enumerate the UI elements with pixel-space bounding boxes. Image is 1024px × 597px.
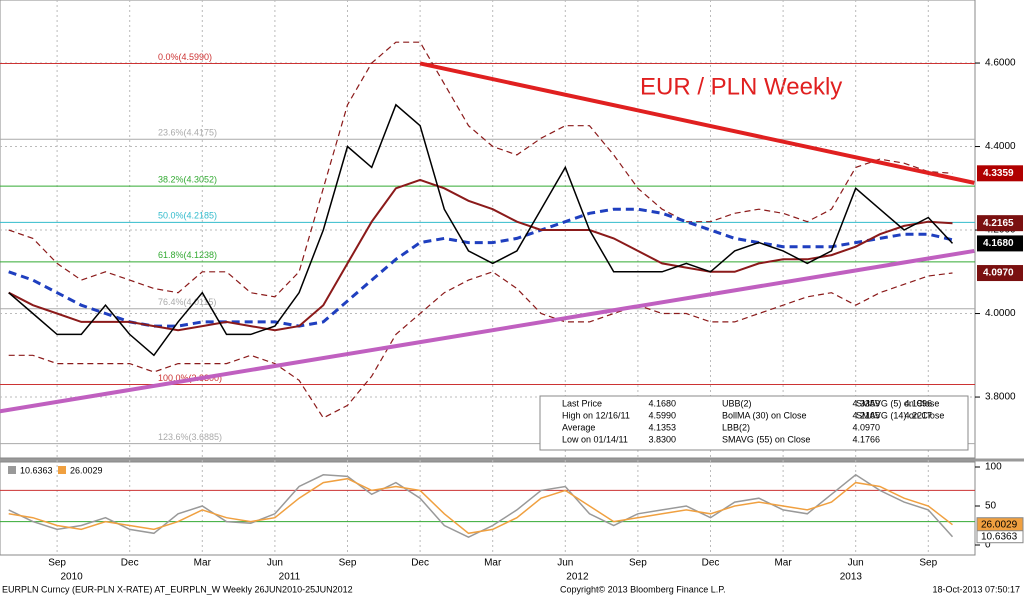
value-tag <box>976 517 1024 532</box>
fib-label: 50.0%(4.2185) <box>158 211 217 221</box>
legend-swatch <box>8 466 16 474</box>
series-line <box>8 271 953 419</box>
legend-text: Average <box>562 422 595 432</box>
fib-label: 23.6%(4.4175) <box>158 128 217 138</box>
legend-text: Low on 01/14/11 <box>562 434 628 444</box>
year-label: 2011 <box>279 572 301 583</box>
year-label: 2013 <box>840 572 863 583</box>
x-tick-label: Jun <box>267 558 283 569</box>
x-tick-label: Jun <box>557 558 573 569</box>
year-label: 2012 <box>566 572 589 583</box>
y-tick-label: 4.0000 <box>985 308 1016 319</box>
legend-text: BollMA (30) on Close <box>722 410 807 420</box>
legend-text: Last Price <box>562 398 602 408</box>
fib-label: 123.6%(3.6885) <box>158 432 222 442</box>
price-tag <box>977 215 1023 232</box>
legend-text: High on 12/16/11 <box>562 410 630 420</box>
series-line <box>8 207 953 328</box>
legend-text: 4.1680 <box>648 398 676 408</box>
legend-text: 4.0970 <box>852 422 880 432</box>
footer-text: EURPLN Curncy (EUR-PLN X-RATE) AT_EURPLN… <box>2 584 353 594</box>
x-tick-label: Mar <box>194 558 212 569</box>
legend-text: 4.2217 <box>904 410 932 420</box>
legend-text: 4.1996 <box>904 398 932 408</box>
price-tag <box>977 165 1023 182</box>
x-tick-label: Dec <box>121 558 139 569</box>
price-tag-label: 4.2165 <box>983 218 1014 229</box>
fib-label: 100.0%(3.8300) <box>158 373 222 383</box>
fib-label: 61.8%(4.1238) <box>158 250 217 260</box>
x-tick-label: Mar <box>774 558 792 569</box>
legend-text: LBB(2) <box>722 422 750 432</box>
year-label: 2010 <box>60 572 83 583</box>
legend-text: SMAVG (5) on Close <box>856 398 939 408</box>
price-tag <box>977 265 1023 282</box>
price-tag-label: 4.3359 <box>983 168 1014 179</box>
price-tag-label: 4.0970 <box>983 268 1014 279</box>
y-tick-label: 0 <box>985 540 991 551</box>
footer-text: Copyright© 2013 Bloomberg Finance L.P. <box>560 584 726 594</box>
x-tick-label: Sep <box>629 558 647 569</box>
legend-text: SMAVG (55) on Close <box>722 434 810 444</box>
legend-text: 4.2165 <box>852 410 880 420</box>
legend-swatch <box>58 466 66 474</box>
fib-label: 76.4%(4.0115) <box>158 297 216 307</box>
y-tick-label: 4.6000 <box>985 58 1016 69</box>
chart-title: EUR / PLN Weekly <box>640 73 842 100</box>
x-tick-label: Dec <box>411 558 429 569</box>
legend-text: 4.3359 <box>852 398 880 408</box>
footer-text: 18-Oct-2013 07:50:17 <box>932 584 1020 594</box>
trendline <box>419 61 975 185</box>
series-line <box>8 41 953 298</box>
legend-box <box>539 395 969 451</box>
fib-label: 38.2%(4.3052) <box>158 174 217 184</box>
main-panel <box>0 0 976 459</box>
x-tick-label: Sep <box>339 558 357 569</box>
legend-text: 26.0029 <box>70 465 103 475</box>
value-tag-label: 26.0029 <box>981 519 1018 530</box>
y-tick-label: 4.4000 <box>985 141 1016 152</box>
x-tick-label: Dec <box>702 558 720 569</box>
lower-panel <box>0 461 976 556</box>
legend-text: UBB(2) <box>722 398 752 408</box>
series-line <box>8 178 953 332</box>
stoch-line <box>8 477 953 535</box>
x-tick-label: Sep <box>48 558 66 569</box>
legend-text: 4.5990 <box>648 410 676 420</box>
x-tick-label: Mar <box>484 558 502 569</box>
value-tag-label: 10.6363 <box>981 531 1018 542</box>
x-tick-label: Sep <box>919 558 937 569</box>
price-tag-label: 4.1680 <box>983 238 1014 249</box>
y-tick-label: 100 <box>985 462 1002 473</box>
y-tick-label: 50 <box>985 501 997 512</box>
x-tick-label: Jun <box>848 558 864 569</box>
fib-label: 0.0%(4.5990) <box>158 52 212 62</box>
legend-text: 10.6363 <box>20 465 53 475</box>
trendline <box>0 248 975 414</box>
legend-text: 3.8300 <box>648 434 676 444</box>
series-line <box>8 103 954 357</box>
legend-text: 4.1353 <box>648 422 676 432</box>
y-tick-label: 3.8000 <box>985 392 1016 403</box>
legend-text: SMAVG (14) on Close <box>856 410 944 420</box>
legend-text: 4.1766 <box>852 434 880 444</box>
price-tag <box>977 235 1023 252</box>
